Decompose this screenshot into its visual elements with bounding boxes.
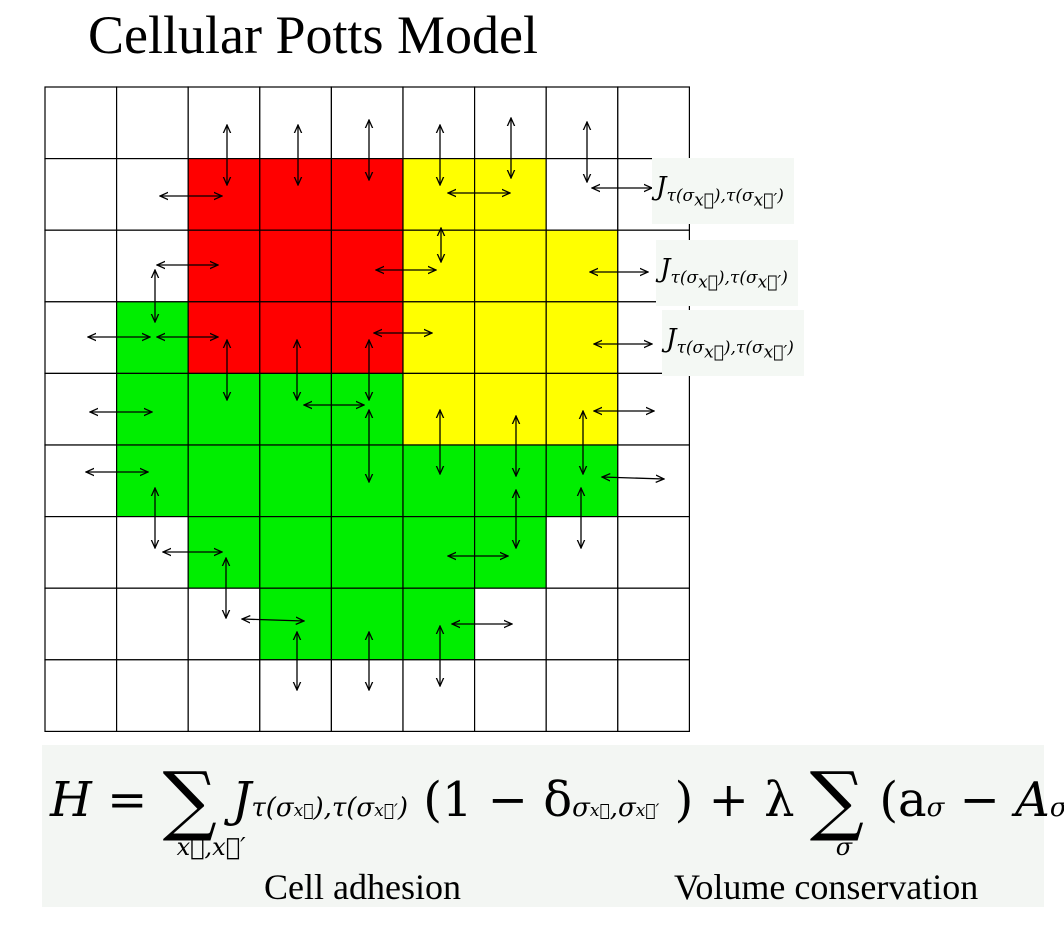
lattice-cell: [474, 301, 547, 374]
lattice-cell: [44, 659, 118, 732]
lattice-cell: [402, 86, 476, 160]
lattice-cell: [545, 158, 619, 231]
lattice-cell: [259, 444, 332, 518]
lattice-cell: [259, 86, 332, 160]
lattice-cell: [115, 444, 189, 518]
lattice-cell: [402, 372, 476, 446]
sum-symbol-1: ∑ x⃗,x⃗′: [162, 755, 246, 861]
lattice-cell: [617, 587, 690, 661]
lattice-diagram: [44, 86, 690, 732]
sum-symbol-2: ∑ σ: [809, 755, 865, 861]
lattice-cell: [115, 229, 189, 303]
lattice-cell: [187, 659, 261, 732]
adhesion-label-1: Jτ(σx⃗),τ(σx⃗′): [652, 158, 794, 224]
caption-cell-adhesion: Cell adhesion: [264, 867, 461, 907]
lattice-cell: [617, 444, 690, 518]
lattice-cell: [330, 86, 404, 160]
lattice-cell: [545, 372, 619, 446]
lattice-cell: [44, 587, 118, 661]
formula-lhs: H =: [50, 772, 148, 828]
lattice-cell: [474, 444, 547, 518]
lattice-cell: [330, 515, 404, 589]
lattice-cell: [330, 444, 404, 518]
adhesion-label-3: Jτ(σx⃗),τ(σx⃗′): [662, 310, 804, 376]
lattice-cell: [402, 301, 476, 374]
lattice-cell: [44, 158, 118, 231]
lattice-cell: [545, 444, 619, 518]
lattice-cell: [330, 158, 404, 231]
lattice-cell: [44, 372, 118, 446]
lattice-cell: [187, 444, 261, 518]
lattice-cell: [44, 86, 118, 160]
lattice-cell: [617, 515, 690, 589]
lattice-cell: [474, 229, 547, 303]
lattice-cell: [259, 372, 332, 446]
lattice-cell: [545, 301, 619, 374]
lattice-cell: [474, 372, 547, 446]
lattice-cell: [259, 229, 332, 303]
diagram-title: Cellular Potts Model: [88, 5, 538, 65]
lattice-cell: [259, 158, 332, 231]
lattice-cell: [402, 515, 476, 589]
lattice-cell: [402, 158, 476, 231]
caption-volume-conservation: Volume conservation: [674, 867, 979, 907]
lattice-cell: [115, 372, 189, 446]
lattice-cell: [617, 86, 690, 160]
lattice-cell: [474, 659, 547, 732]
lattice-cell: [259, 515, 332, 589]
lattice-cell: [115, 158, 189, 231]
lattice-cell: [44, 444, 118, 518]
lattice-cell: [330, 301, 404, 374]
lattice-cell: [115, 86, 189, 160]
double-arrow: [602, 477, 664, 479]
lattice-cell: [545, 515, 619, 589]
lattice-cell: [259, 587, 332, 661]
lattice-cells: [44, 86, 690, 732]
lattice-cell: [187, 158, 261, 231]
lattice-cell: [187, 587, 261, 661]
lattice-cell: [330, 587, 404, 661]
lattice-cell: [187, 86, 261, 160]
boundary-arrows: [86, 118, 664, 690]
lattice-cell: [187, 372, 261, 446]
lattice-cell: [115, 587, 189, 661]
lattice-cell: [617, 372, 690, 446]
adhesion-label-2: Jτ(σx⃗),τ(σx⃗′): [656, 240, 798, 306]
lattice-cell: [187, 229, 261, 303]
lattice-cell: [402, 229, 476, 303]
lattice-cell: [474, 515, 547, 589]
lattice-cell: [402, 444, 476, 518]
lattice-cell: [545, 86, 619, 160]
double-arrow: [242, 619, 304, 621]
lattice-cell: [330, 229, 404, 303]
lattice-cell: [259, 301, 332, 374]
hamiltonian-formula: H = ∑ x⃗,x⃗′ Jτ(σx⃗),τ(σx⃗′) (1 − δσx⃗,σx…: [42, 745, 1064, 907]
lattice-cell: [259, 659, 332, 732]
lattice-cell: [545, 659, 619, 732]
lattice-cell: [617, 659, 690, 732]
lattice-cell: [330, 659, 404, 732]
lattice-cell: [44, 515, 118, 589]
lattice-cell: [402, 659, 476, 732]
lattice-cell: [330, 372, 404, 446]
lattice-cell: [115, 659, 189, 732]
lattice-cell: [44, 229, 118, 303]
lattice-cell: [545, 229, 619, 303]
lattice-cell: [545, 587, 619, 661]
